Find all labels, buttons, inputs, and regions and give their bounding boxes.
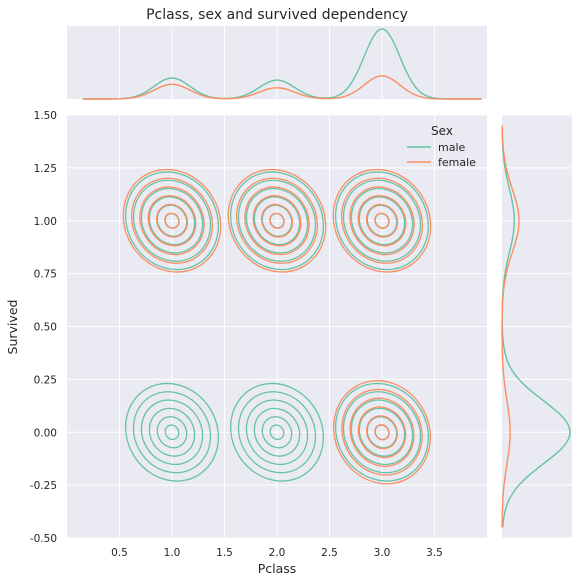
contour-male: [358, 196, 406, 246]
main-plot-panel: [67, 114, 487, 539]
contour-male: [342, 179, 422, 262]
contour-male: [148, 196, 196, 246]
contour-male: [261, 416, 293, 449]
y-tick-label: -0.25: [30, 480, 57, 492]
contour-female: [349, 397, 415, 467]
contour-female: [269, 212, 285, 229]
contour-female: [252, 195, 302, 247]
contour-male: [229, 382, 325, 482]
contour-male: [253, 407, 301, 457]
y-axis-label: Survived: [5, 300, 20, 355]
contour-male: [253, 196, 301, 246]
x-tick-label: 3.0: [374, 547, 391, 559]
contour-female: [365, 203, 399, 238]
contours-female: [122, 168, 432, 485]
contour-female: [332, 168, 432, 273]
contour-male: [245, 187, 309, 254]
legend-label-male: male: [438, 141, 466, 154]
contour-female: [147, 195, 197, 247]
contour-male: [156, 416, 188, 449]
marginal-y-female: [501, 125, 520, 528]
contour-male: [358, 407, 406, 457]
contour-male: [350, 399, 414, 466]
y-tick-label: 1.00: [34, 216, 57, 228]
contour-female: [357, 195, 407, 247]
marginal-right-panel: [501, 114, 572, 539]
contour-male: [148, 407, 196, 457]
contour-female: [130, 177, 214, 264]
contour-male: [140, 399, 204, 466]
chart-title: Pclass, sex and survived dependency: [146, 7, 408, 23]
contour-male: [156, 204, 188, 237]
contour-female: [122, 168, 222, 273]
x-tick-label: 3.5: [426, 547, 443, 559]
y-tick-label: 0.75: [34, 269, 57, 281]
legend: Sex male female: [407, 124, 476, 169]
x-tick-label: 2.0: [269, 547, 286, 559]
contour-male: [229, 171, 325, 271]
contour-female: [374, 212, 390, 229]
legend-title: Sex: [431, 124, 453, 138]
contour-male: [366, 416, 398, 449]
y-tick-label: 0.00: [34, 427, 57, 439]
contour-female: [164, 212, 180, 229]
x-tick-label: 1.5: [216, 547, 233, 559]
y-tick-label: 1.50: [34, 110, 57, 122]
contour-male: [237, 179, 317, 262]
contour-male: [124, 171, 220, 271]
contour-female: [349, 186, 415, 256]
x-tick-label: 1.0: [164, 547, 181, 559]
contour-female: [155, 203, 189, 238]
contour-male: [366, 204, 398, 237]
contour-female: [244, 186, 310, 256]
marginal-x-female: [82, 75, 482, 100]
contour-female: [366, 415, 398, 450]
contour-male: [132, 179, 212, 262]
contour-male: [124, 382, 220, 482]
contour-male: [245, 399, 309, 466]
x-tick-label: 2.5: [321, 547, 338, 559]
x-tick-label: 0.5: [111, 547, 128, 559]
marginal-x-male: [82, 28, 482, 100]
x-axis-label: Pclass: [258, 561, 297, 576]
contour-female: [340, 177, 424, 264]
contour-female: [333, 380, 431, 485]
contour-male: [334, 171, 430, 271]
contour-female: [235, 177, 319, 264]
x-axis-ticks: 0.5 1.0 1.5 2.0 2.5 3.0 3.5: [111, 547, 443, 559]
contour-female: [341, 388, 423, 476]
marginal-top-panel: [67, 26, 487, 100]
contour-male: [261, 204, 293, 237]
contour-male: [164, 424, 180, 441]
y-axis-ticks: 1.50 1.25 1.00 0.75 0.50 0.25 0.00 -0.25 -0.50: [30, 110, 57, 545]
contour-male: [350, 187, 414, 254]
contour-male: [237, 391, 317, 474]
contour-male: [140, 187, 204, 254]
contour-female: [227, 168, 327, 273]
y-tick-label: 0.25: [34, 374, 57, 386]
contour-male: [342, 391, 422, 474]
contour-female: [357, 406, 407, 459]
contour-male: [334, 382, 430, 482]
contour-male: [269, 424, 285, 441]
contour-female: [139, 186, 205, 256]
contour-male: [132, 391, 212, 474]
contour-female: [374, 424, 390, 441]
y-tick-label: -0.50: [30, 533, 57, 545]
contours-male: [124, 171, 430, 482]
y-tick-label: 0.50: [34, 322, 57, 334]
legend-label-female: female: [438, 156, 476, 169]
contour-female: [260, 203, 294, 238]
y-tick-label: 1.25: [34, 163, 57, 175]
